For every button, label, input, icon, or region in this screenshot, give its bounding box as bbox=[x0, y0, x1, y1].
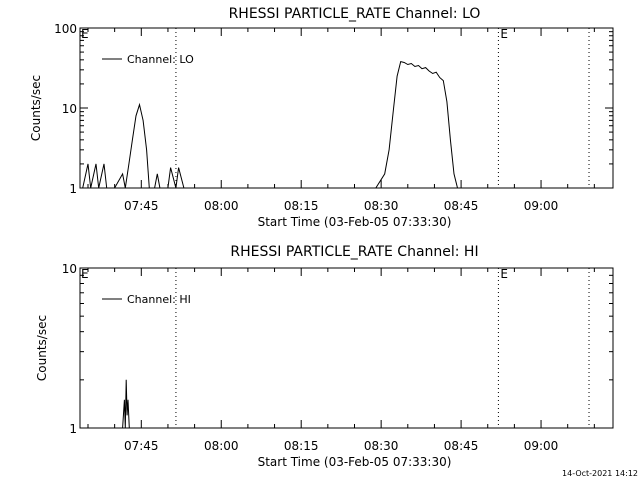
plot-frame bbox=[79, 27, 614, 189]
x-tick-label: 07:45 bbox=[124, 199, 159, 213]
event-flag: E bbox=[500, 27, 508, 41]
chart-title: RHESSI PARTICLE_RATE Channel: LO bbox=[229, 6, 481, 22]
y-tick-label: 1 bbox=[69, 422, 77, 436]
panel-hi: RHESSI PARTICLE_RATE Channel: HI 1 10 07:45… bbox=[35, 244, 614, 469]
x-tick-label: 08:00 bbox=[204, 199, 239, 213]
x-tick-label: 08:45 bbox=[444, 199, 479, 213]
event-flag: E bbox=[500, 267, 508, 281]
y-tick-label: 10 bbox=[62, 262, 77, 276]
y-axis-label: Counts/sec bbox=[29, 75, 43, 141]
x-axis-label: Start Time (03-Feb-05 07:33:30) bbox=[258, 215, 452, 229]
x-axis-label: Start Time (03-Feb-05 07:33:30) bbox=[258, 455, 452, 469]
x-tick-label: 08:45 bbox=[444, 439, 479, 453]
y-tick-label: 10 bbox=[62, 102, 77, 116]
legend-label: Channel: HI bbox=[127, 293, 191, 306]
chart-title: RHESSI PARTICLE_RATE Channel: HI bbox=[230, 244, 478, 260]
x-tick-label: 08:15 bbox=[284, 199, 319, 213]
plot-frame bbox=[79, 267, 614, 429]
x-tick-label: 07:45 bbox=[124, 439, 159, 453]
x-tick-label: 08:00 bbox=[204, 439, 239, 453]
series-line bbox=[82, 379, 613, 429]
x-tick-label: 08:30 bbox=[364, 199, 399, 213]
x-tick-label: 09:00 bbox=[524, 439, 559, 453]
y-axis-label: Counts/sec bbox=[35, 315, 49, 381]
y-tick-label: 1 bbox=[69, 182, 77, 196]
legend-label: Channel: LO bbox=[127, 53, 194, 66]
event-flag: E bbox=[81, 27, 89, 41]
panel-lo: RHESSI PARTICLE_RATE Channel: LO 1 10 100 07… bbox=[29, 6, 614, 229]
footer-timestamp: 14-Oct-2021 14:12 bbox=[562, 469, 638, 478]
x-tick-label: 08:15 bbox=[284, 439, 319, 453]
x-tick-label: 08:30 bbox=[364, 439, 399, 453]
series-line bbox=[82, 60, 613, 189]
y-tick-label: 100 bbox=[54, 22, 77, 36]
x-tick-label: 09:00 bbox=[524, 199, 559, 213]
event-flag: E bbox=[81, 267, 89, 281]
